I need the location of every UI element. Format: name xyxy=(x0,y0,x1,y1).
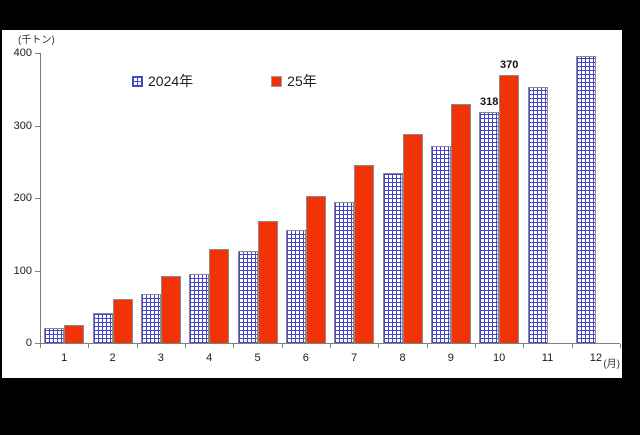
bar-2024年-month-5 xyxy=(237,251,258,343)
bar-2024年-month-12 xyxy=(575,56,596,343)
y-axis-tick xyxy=(35,270,40,272)
bar-25年-month-1 xyxy=(64,325,85,343)
bar-25年-month-10 xyxy=(499,75,520,343)
bar-25年-month-3 xyxy=(160,276,181,343)
bar-2024年-month-7 xyxy=(334,202,355,343)
bar-25年-month-2 xyxy=(112,299,133,343)
chart-panel: (千トン) 2024年 25年 (月) 0 100 200 300 400 1 2 3 4 5 6 7… xyxy=(2,30,622,378)
y-axis-unit-label: (千トン) xyxy=(18,35,55,46)
bar-25年-month-7 xyxy=(354,165,375,343)
x-axis-tick xyxy=(233,344,235,348)
bar-2024年-month-1 xyxy=(44,328,65,343)
bar-25年-month-8 xyxy=(402,134,423,343)
y-axis-tick xyxy=(35,125,40,127)
bar-2024年-month-2 xyxy=(92,313,113,343)
x-axis-category-label: 8 xyxy=(399,352,406,364)
x-axis-category-label: 10 xyxy=(493,352,506,364)
legend-label-2024: 2024年 xyxy=(148,73,194,89)
y-axis-tick xyxy=(35,53,40,54)
x-axis-category-label: 12 xyxy=(589,352,602,364)
x-axis-category-label: 7 xyxy=(351,352,358,364)
bar-2024年-month-8 xyxy=(382,173,403,343)
x-axis-tick xyxy=(330,344,331,348)
x-axis-tick xyxy=(281,344,283,348)
data-label-2024年: 318 xyxy=(479,96,499,109)
x-axis-tick xyxy=(88,344,90,348)
legend-marker-solid-icon xyxy=(271,75,283,87)
bar-2024年-month-6 xyxy=(285,230,306,343)
x-axis-category-label: 2 xyxy=(109,352,116,364)
bar-2024年-month-11 xyxy=(527,87,548,343)
bar-25年-month-5 xyxy=(257,221,278,343)
y-axis-tick xyxy=(35,343,40,344)
bar-25年-month-4 xyxy=(209,249,230,343)
x-axis-tick xyxy=(475,344,476,348)
x-axis-tick xyxy=(523,344,525,348)
x-axis-tick xyxy=(571,344,573,348)
legend-item-2024: 2024年 xyxy=(132,71,193,91)
data-label-25年: 370 xyxy=(499,58,519,71)
bar-25年-month-9 xyxy=(450,104,471,343)
y-axis-line xyxy=(40,53,41,343)
y-axis-tick-label: 300 xyxy=(13,119,32,132)
x-axis-category-label: 11 xyxy=(541,352,554,364)
x-axis-category-label: 4 xyxy=(206,352,213,364)
bar-2024年-month-4 xyxy=(189,274,210,343)
x-axis-category-label: 1 xyxy=(61,352,68,364)
x-axis-tick xyxy=(136,344,138,348)
bar-2024年-month-9 xyxy=(430,146,451,343)
x-axis-tick xyxy=(185,344,186,348)
x-axis-unit-label: (月) xyxy=(603,359,620,370)
bar-2024年-month-10 xyxy=(479,112,500,343)
x-axis-tick xyxy=(378,344,380,348)
y-axis-tick-label: 400 xyxy=(13,47,32,59)
x-axis-category-label: 9 xyxy=(447,352,454,364)
x-axis-tick xyxy=(40,344,41,348)
x-axis-category-label: 6 xyxy=(302,352,309,364)
x-axis-tick xyxy=(620,344,621,348)
x-axis-category-label: 5 xyxy=(254,352,261,364)
legend-item-25: 25年 xyxy=(271,71,317,91)
legend-label-25: 25年 xyxy=(287,73,317,89)
legend-marker-hatch-icon xyxy=(132,75,143,87)
y-axis-tick-label: 100 xyxy=(13,264,32,277)
y-axis-tick-label: 200 xyxy=(13,192,32,204)
bar-2024年-month-3 xyxy=(140,294,161,343)
y-axis-tick-label: 0 xyxy=(25,337,32,349)
bar-25年-month-6 xyxy=(305,196,326,343)
legend: 2024年 25年 xyxy=(132,71,317,91)
x-axis-line xyxy=(40,343,620,344)
y-axis-tick xyxy=(35,198,40,199)
x-axis-tick xyxy=(426,344,428,348)
x-axis-category-label: 3 xyxy=(157,352,164,364)
